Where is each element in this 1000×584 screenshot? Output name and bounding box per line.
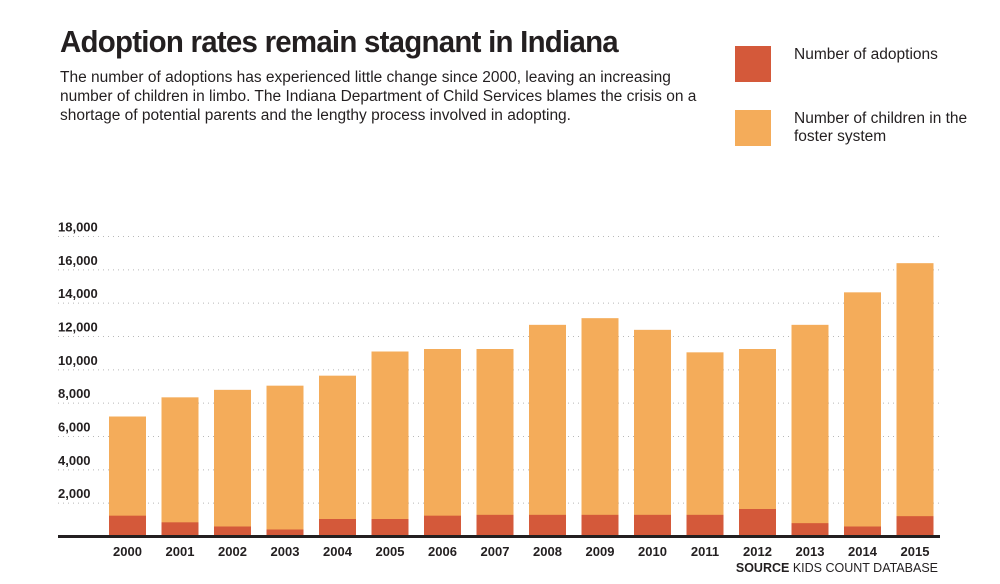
bar-adoptions-2007 [476, 514, 514, 537]
bar-foster-2010 [634, 329, 671, 537]
bar-adoptions-2006 [424, 515, 461, 537]
bar-foster-2011 [686, 352, 724, 537]
bar-foster-2001 [161, 397, 199, 537]
bar-foster-2013 [791, 324, 829, 537]
source-text: KIDS COUNT DATABASE [792, 561, 938, 575]
x-tick-label: 2005 [376, 544, 405, 559]
y-tick-label: 8,000 [58, 386, 91, 401]
x-tick-label: 2001 [166, 544, 195, 559]
bar-foster-2007 [476, 349, 514, 537]
bar-adoptions-2000 [109, 515, 146, 537]
legend-item-foster: Number of children in the foster system [735, 110, 974, 146]
source-note: SOURCE KIDS COUNT DATABASE [736, 561, 938, 575]
x-tick-label: 2008 [533, 544, 562, 559]
legend-label-foster: Number of children in the foster system [794, 110, 968, 145]
x-tick-label: 2009 [586, 544, 615, 559]
legend-item-adoptions: Number of adoptions [735, 46, 974, 82]
y-tick-label: 14,000 [58, 286, 98, 301]
x-tick-label: 2013 [796, 544, 825, 559]
bar-foster-2015 [896, 263, 934, 537]
x-tick-label: 2004 [323, 544, 353, 559]
bar-adoptions-2003 [266, 529, 304, 537]
bar-adoptions-2004 [319, 519, 356, 537]
x-tick-label: 2011 [691, 544, 719, 559]
x-tick-label: 2006 [428, 544, 457, 559]
bar-foster-2012 [739, 349, 776, 537]
y-tick-label: 6,000 [58, 420, 91, 435]
chart-title: Adoption rates remain stagnant in Indian… [60, 24, 619, 59]
y-tick-label: 4,000 [58, 453, 91, 468]
x-tick-label: 2010 [638, 544, 667, 559]
bar-foster-2008 [529, 324, 566, 537]
legend-swatch-foster [735, 110, 771, 146]
bar-adoptions-2013 [791, 523, 829, 537]
bar-foster-2002 [214, 389, 251, 537]
bar-foster-2006 [424, 349, 461, 537]
y-tick-label: 10,000 [58, 353, 98, 368]
x-tick-label: 2015 [901, 544, 930, 559]
legend-swatch-adoptions [735, 46, 771, 82]
bar-adoptions-2012 [739, 509, 776, 537]
legend-label-adoptions: Number of adoptions [794, 46, 938, 63]
source-label: SOURCE [735, 561, 790, 575]
bar-foster-2003 [266, 385, 304, 537]
y-tick-label: 2,000 [58, 486, 91, 501]
bar-adoptions-2015 [896, 516, 934, 537]
x-tick-label: 2002 [218, 544, 247, 559]
bar-foster-2009 [581, 318, 619, 537]
bar-adoptions-2002 [214, 526, 251, 537]
bar-foster-2014 [844, 292, 881, 537]
x-tick-label: 2000 [113, 544, 142, 559]
bar-foster-2004 [319, 375, 356, 537]
x-tick-label: 2007 [481, 544, 510, 559]
bar-adoptions-2010 [634, 514, 671, 537]
bar-adoptions-2009 [581, 514, 619, 537]
y-tick-label: 18,000 [58, 220, 98, 235]
bar-adoptions-2005 [371, 519, 409, 537]
x-tick-label: 2012 [743, 544, 772, 559]
bar-adoptions-2001 [161, 522, 199, 537]
bar-foster-2005 [371, 351, 409, 537]
x-tick-label: 2014 [848, 544, 878, 559]
bar-adoptions-2008 [529, 514, 566, 537]
y-tick-label: 16,000 [58, 253, 98, 268]
y-tick-label: 12,000 [58, 320, 98, 335]
bar-adoptions-2014 [844, 526, 881, 537]
bar-adoptions-2011 [686, 514, 724, 537]
x-tick-label: 2003 [271, 544, 300, 559]
chart-subtitle: The number of adoptions has experienced … [60, 69, 697, 124]
